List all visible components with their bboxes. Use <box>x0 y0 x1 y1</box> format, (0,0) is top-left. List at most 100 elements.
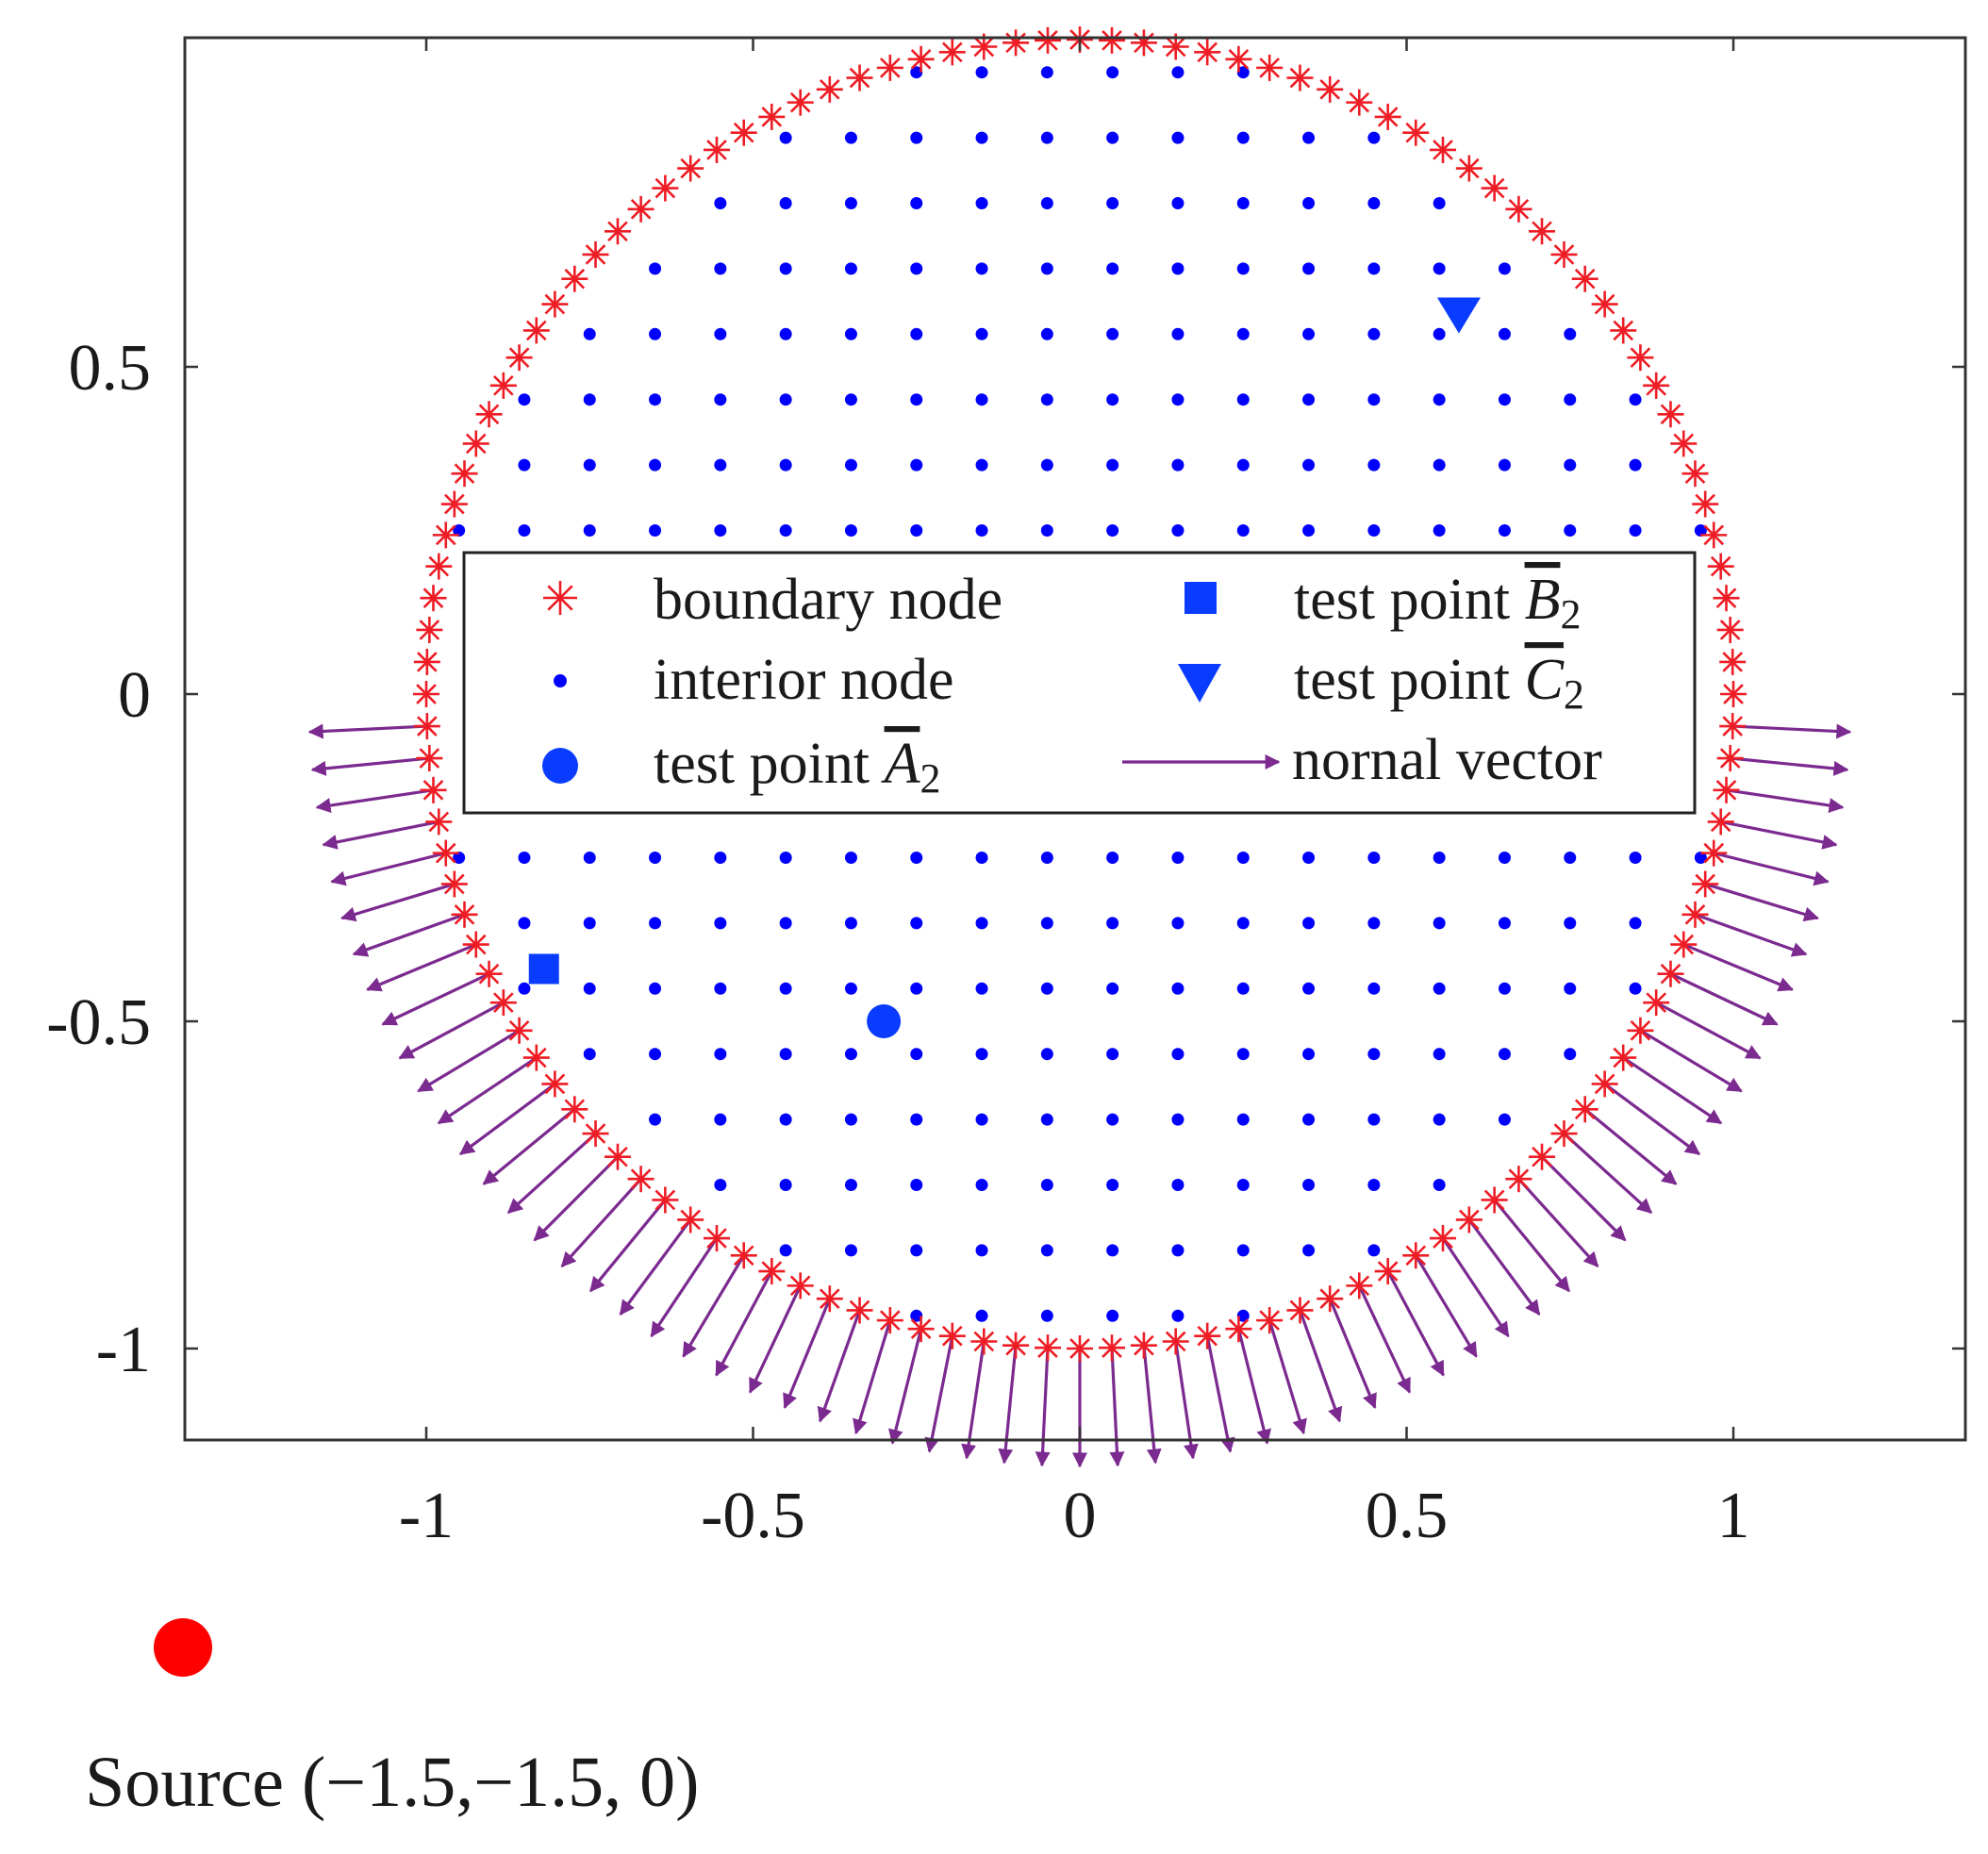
boundary-node <box>1130 29 1157 57</box>
boundary-node <box>1430 1225 1457 1252</box>
interior-node <box>1367 982 1381 995</box>
boundary-node <box>938 39 966 66</box>
normal-vector-arrow <box>888 1328 923 1445</box>
normal-vector-arrow <box>1622 1056 1723 1125</box>
interior-node <box>844 262 857 275</box>
boundary-node <box>907 45 935 73</box>
boundary-node <box>1374 1258 1401 1285</box>
boundary-node <box>1700 839 1728 867</box>
interior-node <box>1171 1244 1185 1257</box>
normal-vector-arrow <box>1386 1270 1445 1377</box>
interior-node <box>1236 1179 1250 1191</box>
boundary-node <box>462 931 489 958</box>
interior-node <box>1236 982 1250 995</box>
interior-node <box>649 458 662 472</box>
interior-node <box>583 458 596 472</box>
legend-test-b2-marker <box>1185 582 1217 614</box>
interior-node <box>975 852 988 864</box>
interior-node <box>1564 393 1577 406</box>
interior-node <box>714 917 727 930</box>
boundary-node <box>432 839 459 867</box>
interior-node <box>975 1113 988 1126</box>
boundary-node <box>1402 1242 1430 1269</box>
boundary-node <box>522 317 550 344</box>
interior-node <box>844 1048 857 1061</box>
normal-vector-arrow <box>352 913 466 957</box>
interior-node <box>1236 131 1250 144</box>
boundary-node <box>1034 26 1061 54</box>
boundary-node <box>1571 1096 1599 1123</box>
boundary-node <box>1610 1044 1637 1071</box>
y-tick-label: -0.5 <box>46 986 151 1059</box>
normal-vector-arrow <box>366 943 477 992</box>
normal-vector-arrow <box>1414 1254 1478 1358</box>
interior-node <box>1367 327 1381 340</box>
interior-node <box>1106 458 1119 472</box>
interior-node <box>844 917 857 930</box>
interior-node <box>1629 393 1642 406</box>
boundary-node <box>787 1272 814 1299</box>
interior-node <box>714 1179 727 1191</box>
interior-node <box>714 197 727 209</box>
boundary-node <box>1002 29 1030 57</box>
interior-node <box>1040 393 1053 406</box>
normal-vector-arrow <box>682 1254 746 1358</box>
boundary-node <box>522 1044 550 1071</box>
normal-vector-arrow <box>315 788 434 813</box>
interior-node <box>975 262 988 275</box>
boundary-node <box>505 1017 533 1044</box>
normal-vector-arrow <box>1357 1284 1412 1394</box>
normal-vector-arrow <box>715 1270 773 1377</box>
interior-node <box>1367 131 1381 144</box>
interior-node <box>1106 917 1119 930</box>
boundary-node <box>1627 344 1654 372</box>
x-tick-label: 0.5 <box>1366 1480 1449 1552</box>
interior-node <box>1694 524 1707 537</box>
interior-node <box>779 327 792 340</box>
interior-node <box>714 458 727 472</box>
interior-node <box>1302 327 1316 340</box>
boundary-node <box>1682 901 1709 928</box>
interior-node <box>453 524 466 537</box>
interior-node <box>1694 852 1707 864</box>
boundary-node <box>787 89 814 116</box>
interior-node <box>1171 524 1185 537</box>
interior-node <box>714 393 727 406</box>
interior-node <box>518 393 531 406</box>
interior-node <box>1171 1179 1185 1191</box>
normal-vector-arrow <box>1655 1001 1762 1060</box>
boundary-node <box>730 119 757 146</box>
boundary-node <box>1346 1272 1373 1299</box>
interior-node <box>1236 1244 1250 1257</box>
legend-boundary-marker <box>543 581 577 615</box>
normal-vector-arrow <box>533 1155 620 1242</box>
legend-test-a2-marker <box>542 748 578 784</box>
normal-vector-arrow <box>1639 1029 1743 1093</box>
normal-vector-arrow <box>340 882 456 922</box>
normal-vector-arrow <box>310 756 430 776</box>
normal-vector-arrow <box>1142 1345 1162 1465</box>
boundary-node <box>876 54 903 81</box>
normal-vector-arrow <box>1517 1178 1599 1267</box>
interior-node <box>1040 852 1053 864</box>
normal-vector-arrow <box>1493 1199 1571 1293</box>
interior-node <box>1106 262 1119 275</box>
interior-node <box>1106 852 1119 864</box>
interior-node <box>649 852 662 864</box>
interior-node <box>649 1048 662 1061</box>
boundary-node <box>413 713 440 740</box>
normal-vector-arrow <box>1732 723 1852 739</box>
interior-node <box>1106 1179 1119 1191</box>
interior-node <box>1433 1048 1446 1061</box>
interior-node <box>1171 66 1185 79</box>
boundary-node <box>652 174 679 202</box>
boundary-node <box>451 901 478 928</box>
boundary-node <box>1627 1017 1654 1044</box>
boundary-node <box>432 521 459 549</box>
normal-vector-arrow <box>1205 1335 1235 1453</box>
boundary-node <box>475 401 503 428</box>
normal-vector-arrow <box>482 1108 576 1185</box>
boundary-node <box>1692 870 1719 898</box>
interior-node <box>1236 458 1250 472</box>
boundary-node <box>1716 616 1744 643</box>
